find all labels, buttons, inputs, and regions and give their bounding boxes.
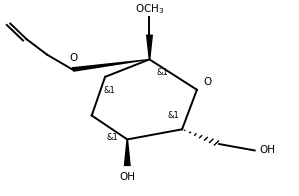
Polygon shape (72, 59, 150, 72)
Text: O: O (70, 53, 78, 63)
Polygon shape (124, 139, 131, 166)
Text: OH: OH (259, 145, 275, 155)
Polygon shape (146, 34, 153, 59)
Text: &1: &1 (107, 133, 118, 142)
Text: OCH$_3$: OCH$_3$ (135, 2, 164, 16)
Text: &1: &1 (167, 111, 179, 120)
Text: &1: &1 (157, 68, 169, 77)
Text: OH: OH (119, 172, 135, 182)
Text: O: O (203, 77, 211, 87)
Text: &1: &1 (103, 86, 115, 95)
